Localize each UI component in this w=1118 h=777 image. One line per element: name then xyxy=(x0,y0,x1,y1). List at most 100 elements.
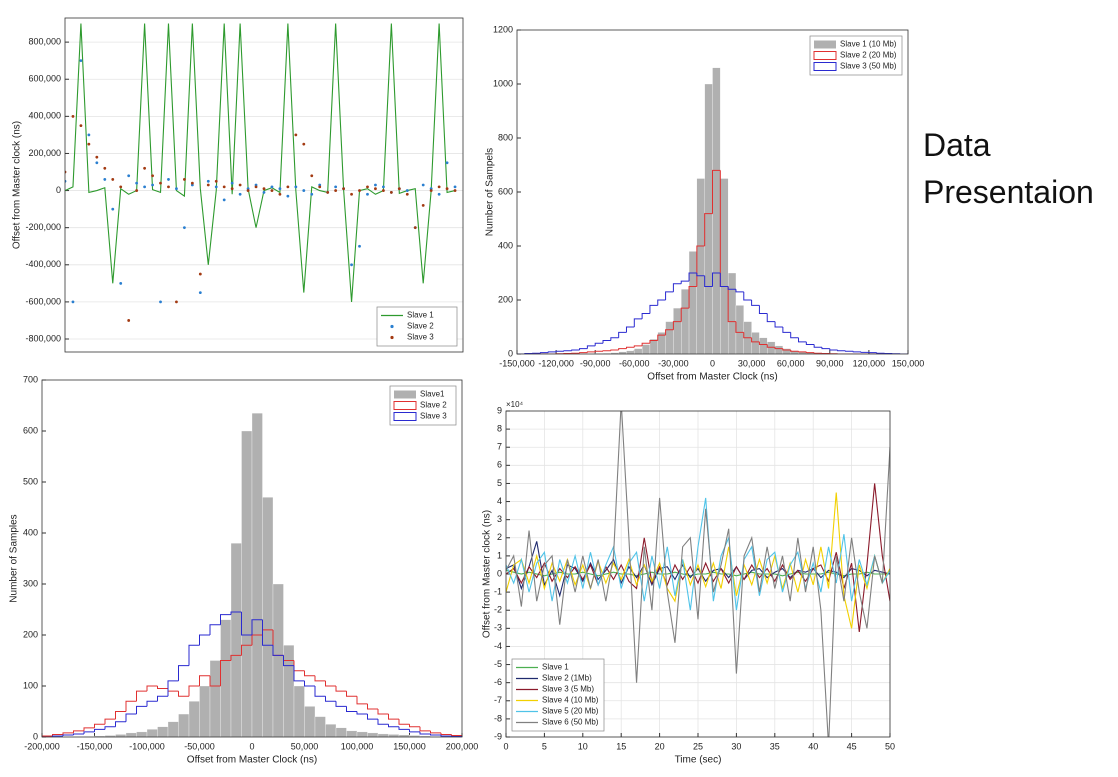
step xyxy=(735,289,744,293)
point xyxy=(374,183,377,187)
legend-swatch xyxy=(393,401,417,410)
step xyxy=(367,703,378,710)
point xyxy=(453,185,457,189)
step xyxy=(774,321,783,328)
step xyxy=(610,349,619,351)
point xyxy=(151,174,154,178)
point xyxy=(183,178,186,181)
step xyxy=(735,321,744,333)
x-tick-label: -30,000 xyxy=(658,358,689,368)
step xyxy=(594,350,604,352)
legend-label: Slave 3 xyxy=(407,333,434,342)
point xyxy=(135,181,139,185)
bar xyxy=(188,701,200,737)
y-tick-label: 7 xyxy=(497,442,502,452)
point xyxy=(198,291,202,295)
bar xyxy=(626,350,635,354)
legend-box xyxy=(376,306,458,347)
x-tick-label: 35 xyxy=(770,741,780,751)
step xyxy=(419,731,431,735)
legend-label: Slave 4 (10 Mb) xyxy=(542,696,599,705)
x-tick-label: 15 xyxy=(616,741,626,751)
legend-label: Slave 6 (50 Mb) xyxy=(542,718,599,727)
step xyxy=(136,705,147,715)
step xyxy=(125,713,137,722)
bar xyxy=(178,713,190,737)
step xyxy=(610,337,619,341)
step xyxy=(782,327,791,333)
step xyxy=(602,340,611,344)
step xyxy=(167,680,179,697)
legend-swatch xyxy=(813,62,837,71)
step xyxy=(62,732,74,735)
step xyxy=(335,686,347,692)
step xyxy=(104,718,116,725)
point xyxy=(350,192,353,196)
step xyxy=(42,735,53,737)
point xyxy=(294,133,298,137)
legend-label: Slave 3 (5 Mb) xyxy=(542,685,594,694)
step xyxy=(844,350,854,352)
step xyxy=(199,634,210,646)
step xyxy=(774,347,783,350)
step xyxy=(758,305,768,314)
point xyxy=(302,189,306,192)
step xyxy=(83,731,95,734)
y-tick-label: 600,000 xyxy=(28,74,61,84)
marks xyxy=(506,411,890,737)
point xyxy=(413,226,417,230)
point xyxy=(238,183,242,187)
step xyxy=(586,345,596,349)
y-axis-label: Number of Samples xyxy=(9,514,20,602)
bar xyxy=(335,727,347,737)
x-tick-label: 90,000 xyxy=(816,358,844,368)
point xyxy=(135,189,139,192)
bar xyxy=(688,251,698,354)
point xyxy=(127,319,131,322)
step xyxy=(798,337,807,343)
point xyxy=(405,192,409,196)
legend-label: Slave 2 (1Mb) xyxy=(542,674,592,683)
bar xyxy=(314,716,326,737)
step xyxy=(52,733,63,736)
bar xyxy=(727,272,737,354)
step xyxy=(821,347,830,350)
step xyxy=(188,685,200,697)
point xyxy=(87,142,91,146)
point xyxy=(453,189,457,192)
step xyxy=(672,283,682,292)
bar xyxy=(641,344,651,354)
y-tick-label: 800,000 xyxy=(28,36,61,46)
x-tick-label: 0 xyxy=(503,741,508,751)
step xyxy=(688,286,697,309)
step xyxy=(178,665,189,681)
y-axis-label: Offset from Master clock (ns) xyxy=(12,121,23,249)
point xyxy=(111,207,115,211)
y-axis-label: Offset from Master clock (ns) xyxy=(482,510,493,638)
series-line xyxy=(506,411,890,737)
y-tick-label: -9 xyxy=(494,731,502,741)
point xyxy=(111,178,115,181)
step xyxy=(594,342,604,346)
point xyxy=(270,189,274,192)
step xyxy=(555,350,564,352)
step xyxy=(727,286,736,323)
x-tick-label: -200,000 xyxy=(24,741,60,751)
step xyxy=(649,304,658,314)
bar xyxy=(657,332,666,354)
y-tick-label: 0 xyxy=(508,348,513,358)
step xyxy=(547,351,557,353)
x-tick-label: 50 xyxy=(885,741,895,751)
bar xyxy=(673,307,682,354)
step xyxy=(805,351,815,354)
point xyxy=(318,185,322,189)
y-tick-label: -3 xyxy=(494,623,502,633)
legend-swatch xyxy=(393,412,417,421)
step xyxy=(657,299,666,306)
y-tick-label: -6 xyxy=(494,677,502,687)
step xyxy=(115,721,126,727)
bar xyxy=(696,178,705,354)
y-tick-label: 1000 xyxy=(493,78,513,88)
point xyxy=(230,187,234,191)
step xyxy=(680,307,690,322)
